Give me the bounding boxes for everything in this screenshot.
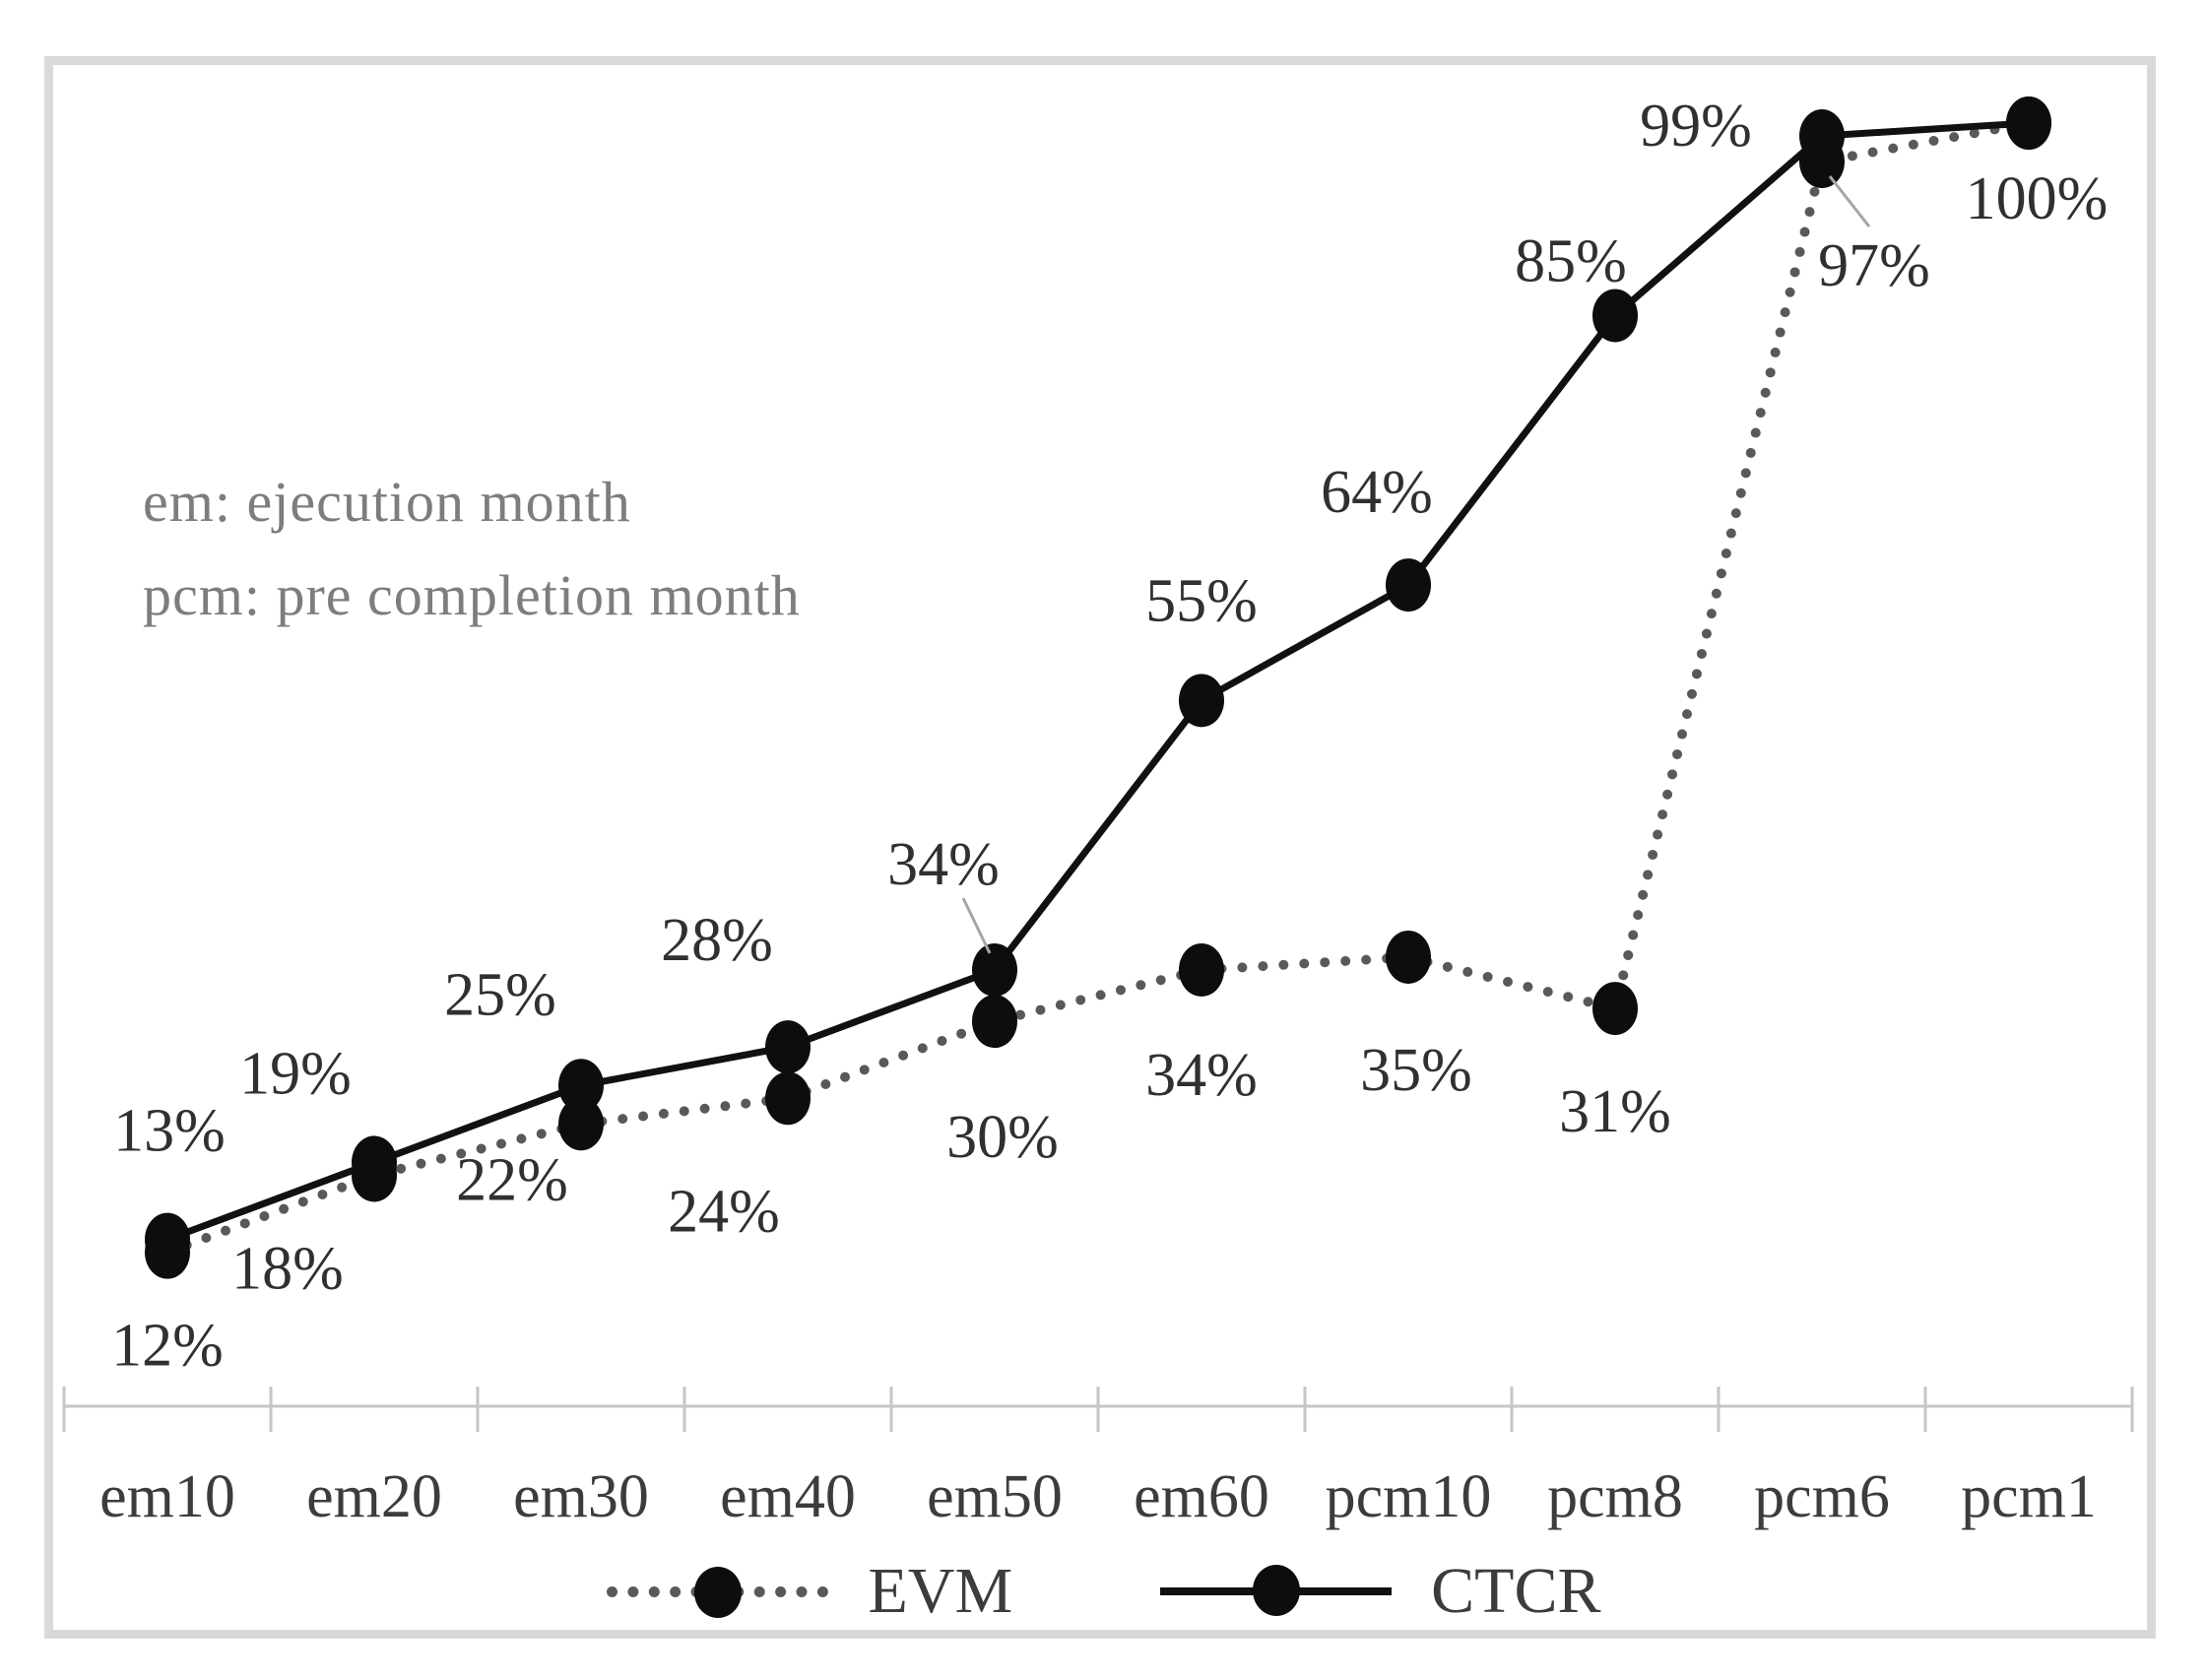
x-axis-label: em20 [306,1463,442,1530]
x-axis-label: em30 [513,1463,649,1530]
ctcr-marker [558,1059,604,1113]
ctcr-solid-line-sample [1160,1565,1393,1616]
evm-marker [1592,982,1638,1036]
data-label: 18% [231,1235,344,1302]
legend-label-ctcr: CTCR [1431,1555,1601,1627]
ctcr-marker [1799,109,1845,163]
evm-marker [765,1071,811,1126]
data-label: 64% [1321,459,1433,526]
data-label: 28% [661,907,773,974]
data-label: 30% [946,1104,1059,1171]
data-label: 31% [1559,1078,1671,1145]
x-axis-label: em10 [99,1463,235,1530]
legend-label-evm: EVM [868,1555,1013,1627]
chart-annotation: em: ejecution month pcm: pre completion … [143,455,801,642]
x-axis-label: em50 [927,1463,1063,1530]
label-leader-line [961,897,992,954]
ctcr-marker [1592,289,1638,343]
x-axis-label: em60 [1134,1463,1269,1530]
x-axis-label: pcm1 [1961,1463,2097,1530]
x-axis-label: pcm10 [1326,1463,1492,1530]
data-label: 24% [668,1178,780,1245]
annotation-line-1: em: ejecution month [143,470,631,534]
legend-item-evm: EVM [607,1554,1012,1629]
data-label: 97% [1818,232,1930,299]
evm-marker [1386,930,1431,984]
ctcr-marker [1386,558,1431,613]
data-label: 34% [1145,1042,1258,1109]
evm-marker [558,1097,604,1151]
ctcr-line [165,119,2030,1243]
chart-frame [44,56,2156,1639]
data-label: 13% [113,1098,226,1165]
ctcr-marker [765,1020,811,1074]
ctcr-marker [145,1212,190,1266]
chart-legend: EVM CTCR [0,1554,2208,1629]
evm-marker [972,995,1017,1049]
ctcr-marker-icon [1252,1565,1300,1616]
ctcr-marker [352,1135,397,1190]
annotation-line-2: pcm: pre completion month [143,563,801,627]
legend-item-ctcr: CTCR [1160,1554,1601,1629]
data-label: 85% [1515,227,1627,294]
x-axis-label: pcm6 [1754,1463,1890,1530]
label-leader-line [1828,175,1871,228]
data-label: 19% [239,1040,352,1107]
data-label: 34% [887,831,1000,898]
evm-marker [1179,942,1224,997]
data-label: 35% [1360,1037,1472,1104]
data-label: 22% [456,1146,568,1213]
evm-line [162,118,2034,1258]
evm-marker-icon [693,1566,742,1618]
data-label: 12% [111,1313,224,1380]
data-label: 55% [1145,567,1258,634]
evm-dotted-line-sample [607,1566,829,1618]
ctcr-marker [1179,674,1224,728]
x-axis-label: em40 [720,1463,856,1530]
data-label: 99% [1640,93,1752,160]
ctcr-marker [2006,97,2051,150]
ctcr-marker [972,942,1017,997]
data-label: 100% [1966,165,2109,232]
data-label: 25% [444,961,556,1028]
x-axis-label: pcm8 [1547,1463,1683,1530]
